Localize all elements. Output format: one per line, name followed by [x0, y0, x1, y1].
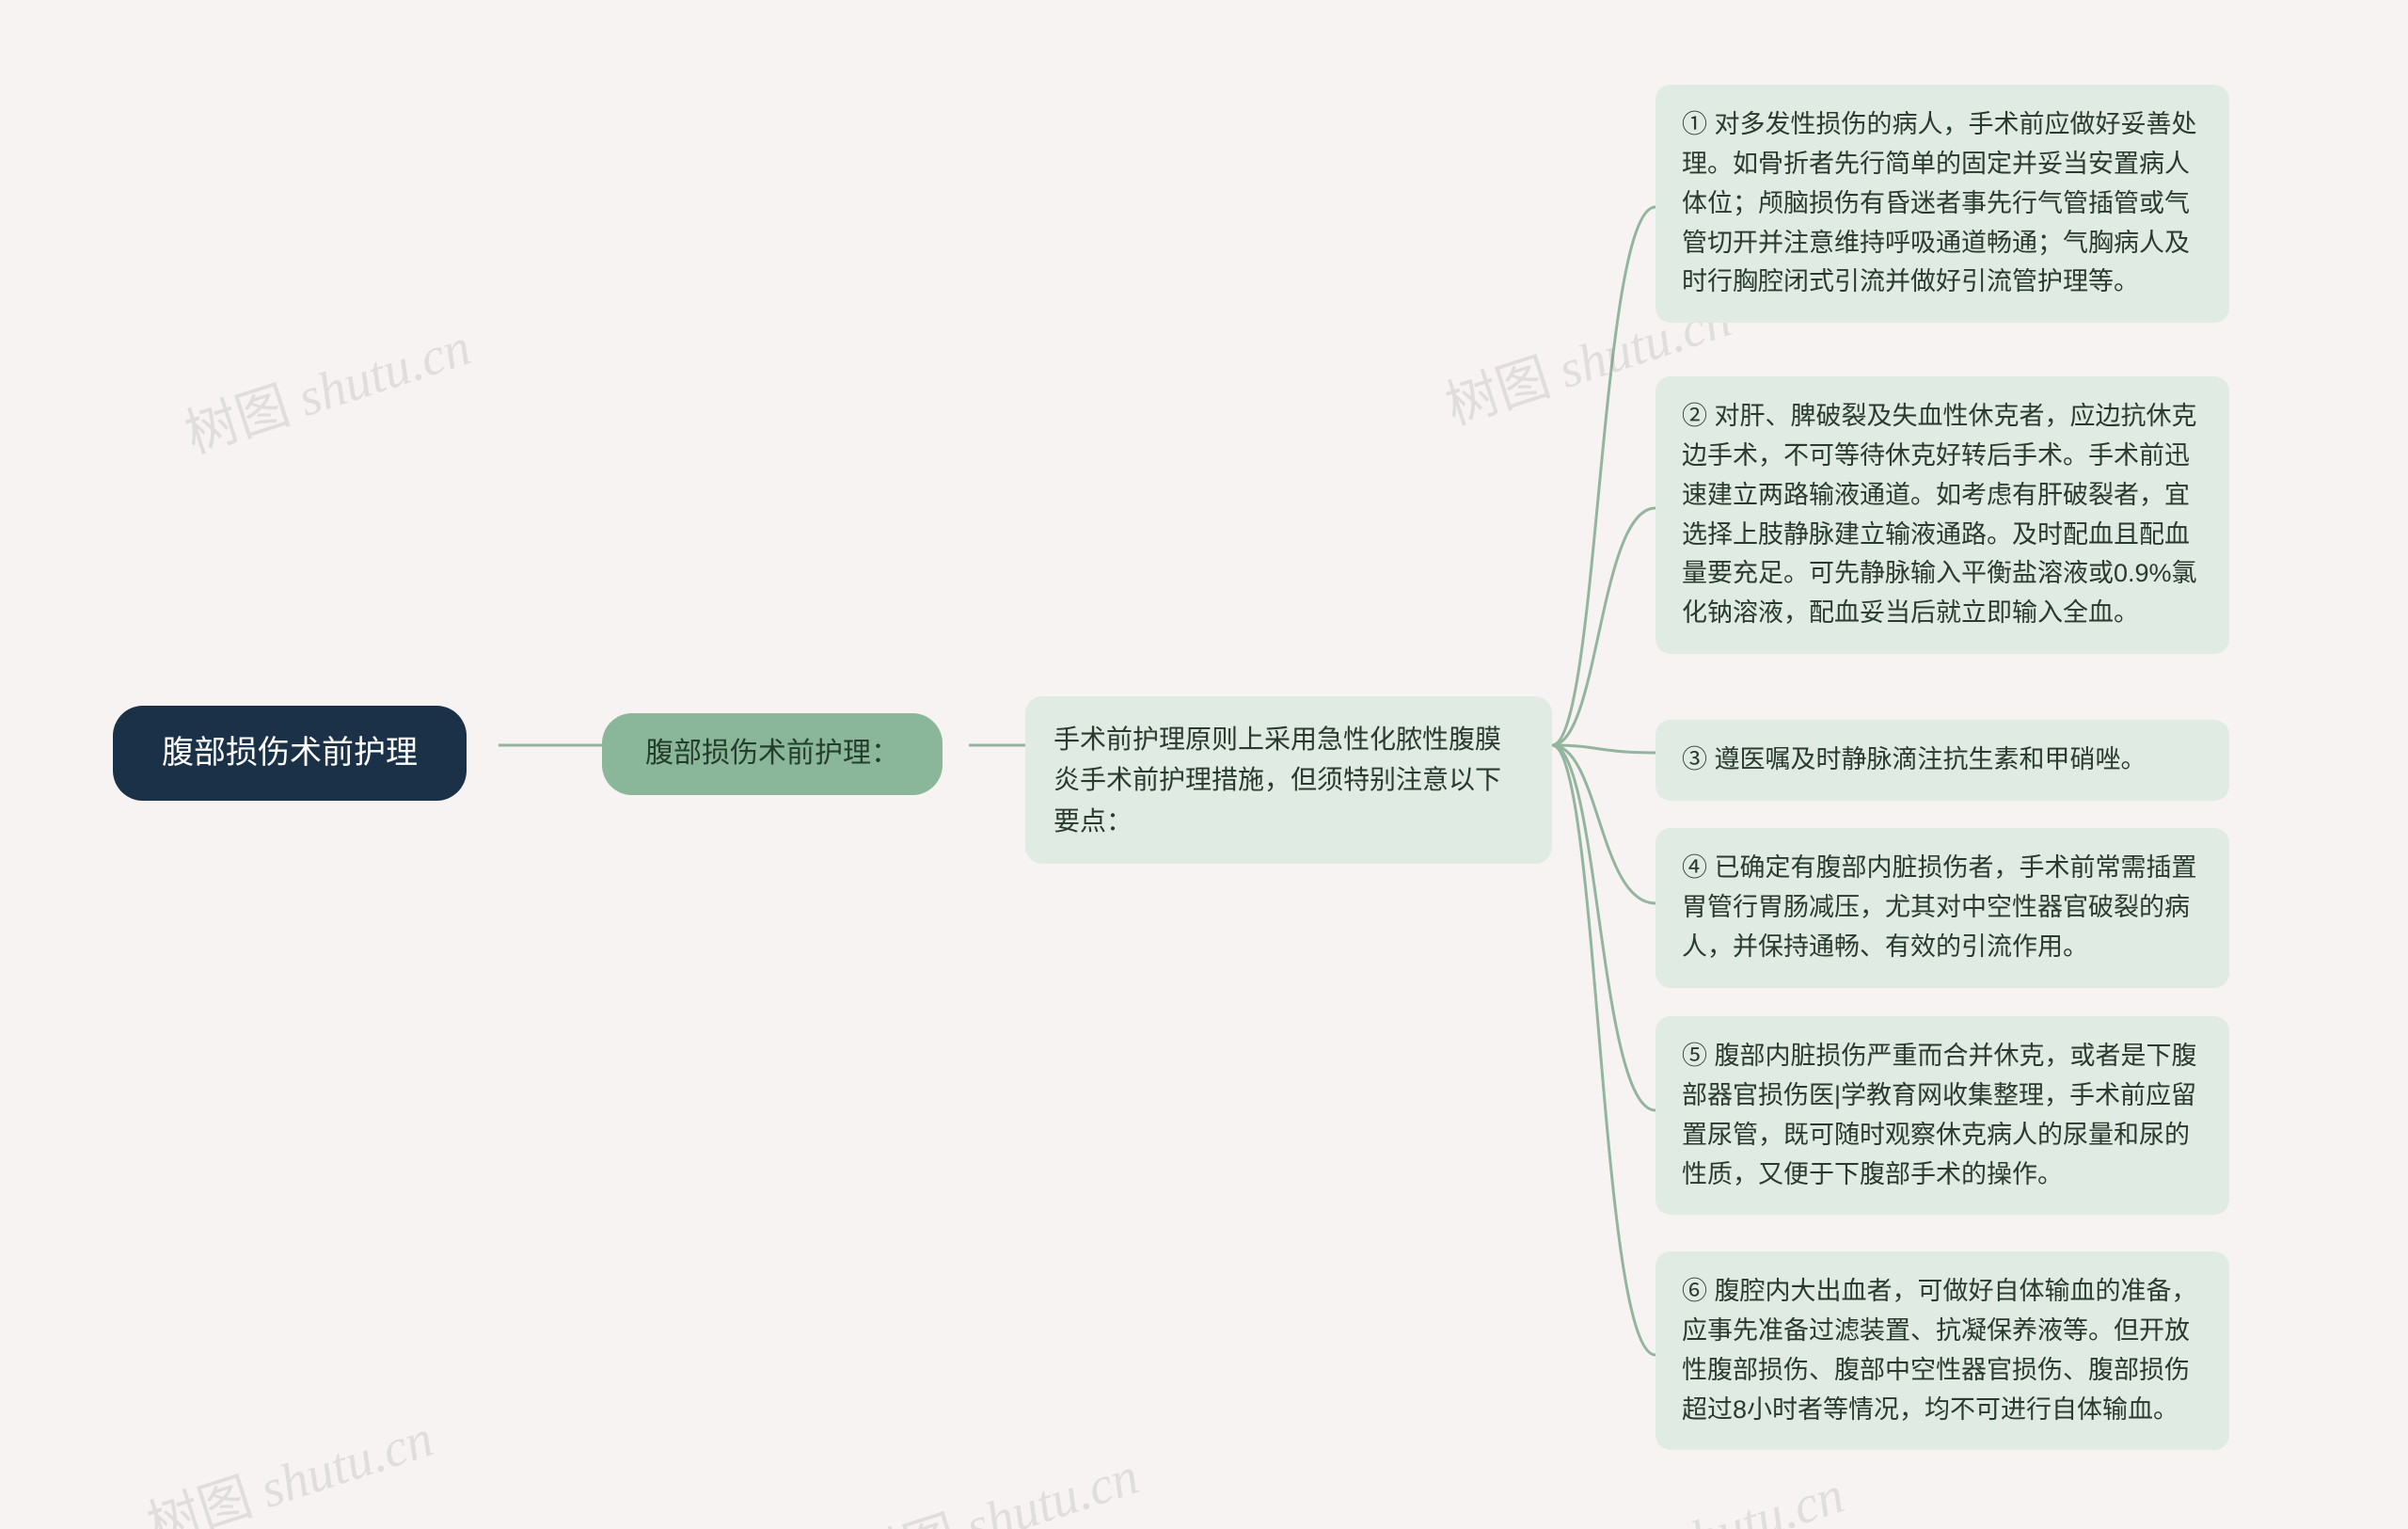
- connector-line: [1552, 207, 1656, 745]
- connector-line: [1552, 745, 1656, 753]
- watermark: 树图 shutu.cn: [174, 304, 479, 468]
- leaf-node-1[interactable]: ① 对多发性损伤的病人，手术前应做好妥善处理。如骨折者先行简单的固定并妥当安置病…: [1656, 85, 2229, 323]
- leaf-node-5[interactable]: ⑤ 腹部内脏损伤严重而合并休克，或者是下腹部器官损伤医|学教育网收集整理，手术前…: [1656, 1016, 2229, 1215]
- level2-node[interactable]: 手术前护理原则上采用急性化脓性腹膜炎手术前护理措施，但须特别注意以下要点：: [1025, 696, 1552, 864]
- root-node[interactable]: 腹部损伤术前护理: [113, 706, 467, 801]
- leaf-node-3[interactable]: ③ 遵医嘱及时静脉滴注抗生素和甲硝唑。: [1656, 720, 2229, 801]
- connector-line: [1552, 508, 1656, 745]
- connector-line: [1552, 745, 1656, 903]
- watermark: 树图 shutu.cn: [1547, 1452, 1852, 1529]
- leaf-node-6[interactable]: ⑥ 腹腔内大出血者，可做好自体输血的准备，应事先准备过滤装置、抗凝保养液等。但开…: [1656, 1251, 2229, 1450]
- connector-line: [1552, 745, 1656, 1355]
- leaf-node-4[interactable]: ④ 已确定有腹部内脏损伤者，手术前常需插置胃管行胃肠减压，尤其对中空性器官破裂的…: [1656, 828, 2229, 988]
- watermark: 树图 shutu.cn: [136, 1395, 441, 1529]
- watermark: 树图 shutu.cn: [842, 1433, 1147, 1529]
- mindmap-canvas: 树图 shutu.cn 树图 shutu.cn 树图 shutu.cn 树图 shut…: [0, 0, 2408, 1529]
- level1-node[interactable]: 腹部损伤术前护理：: [602, 713, 943, 795]
- connector-line: [1552, 745, 1656, 1110]
- leaf-node-2[interactable]: ② 对肝、脾破裂及失血性休克者，应边抗休克边手术，不可等待休克好转后手术。手术前…: [1656, 376, 2229, 654]
